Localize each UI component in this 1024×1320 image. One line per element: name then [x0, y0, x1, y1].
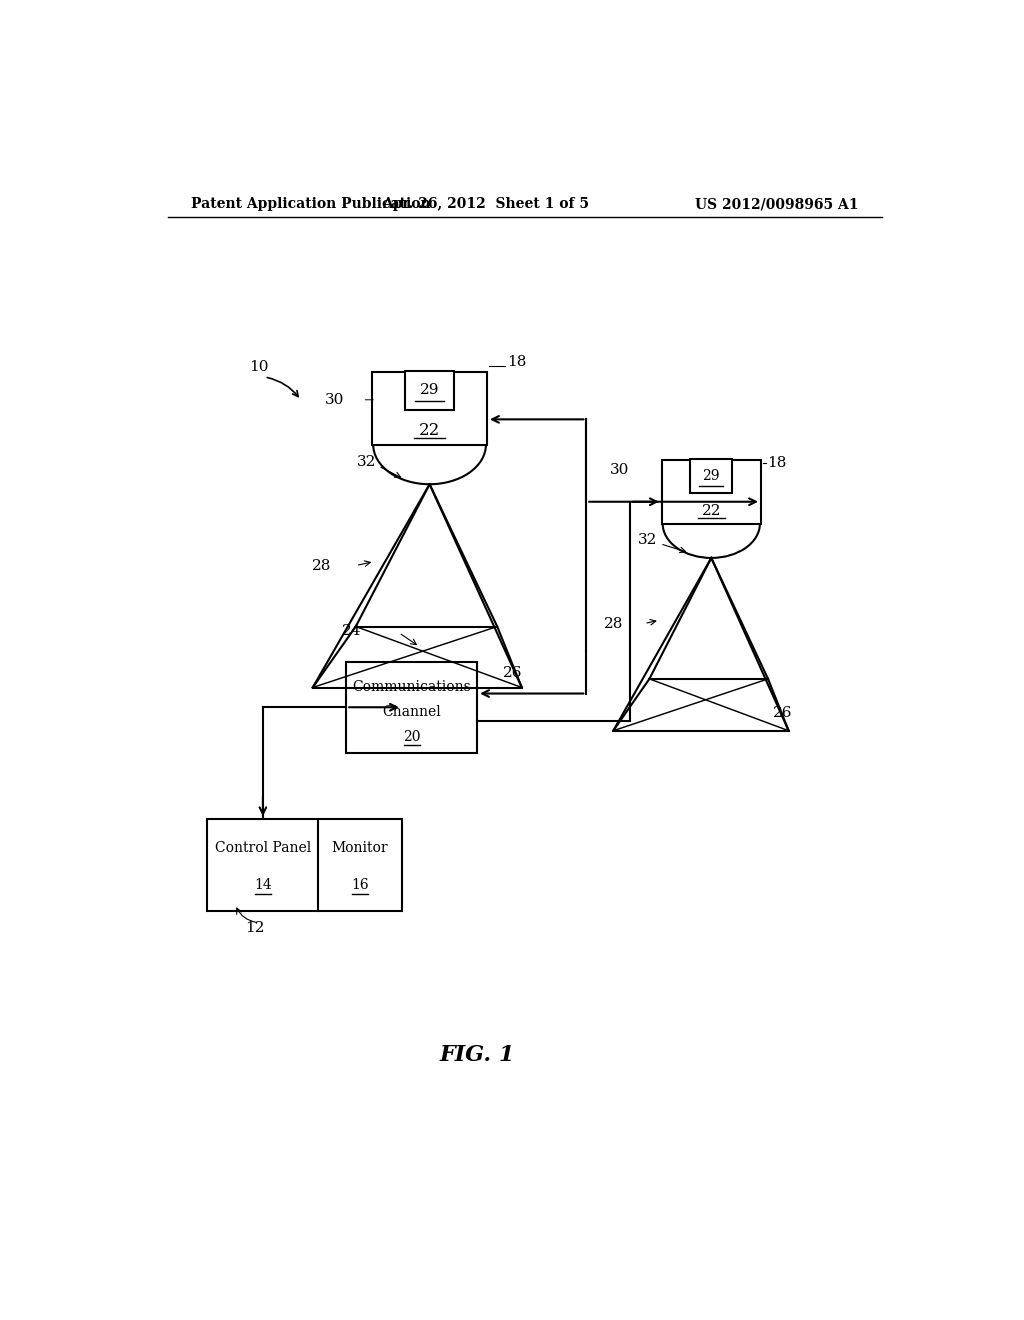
Text: 12: 12: [246, 921, 265, 935]
Text: Apr. 26, 2012  Sheet 1 of 5: Apr. 26, 2012 Sheet 1 of 5: [382, 197, 589, 211]
FancyBboxPatch shape: [207, 818, 401, 911]
Text: 29: 29: [420, 383, 439, 397]
Text: 14: 14: [254, 878, 271, 892]
Text: FIG. 1: FIG. 1: [439, 1044, 515, 1065]
FancyBboxPatch shape: [406, 371, 454, 409]
Text: 30: 30: [610, 463, 630, 477]
Text: 18: 18: [767, 457, 786, 470]
FancyBboxPatch shape: [690, 459, 732, 494]
Text: 30: 30: [325, 393, 344, 407]
Text: 26: 26: [773, 706, 793, 721]
Text: 28: 28: [604, 616, 624, 631]
Text: US 2012/0098965 A1: US 2012/0098965 A1: [694, 197, 858, 211]
Text: Channel: Channel: [382, 705, 441, 719]
Text: 18: 18: [507, 355, 526, 368]
FancyBboxPatch shape: [372, 372, 487, 445]
FancyBboxPatch shape: [662, 461, 761, 524]
Text: 22: 22: [419, 422, 440, 440]
Text: 26: 26: [504, 667, 523, 680]
Text: 20: 20: [403, 730, 421, 743]
Text: 29: 29: [702, 470, 720, 483]
Text: Patent Application Publication: Patent Application Publication: [191, 197, 431, 211]
Text: 10: 10: [249, 360, 268, 374]
Text: Control Panel: Control Panel: [215, 841, 311, 855]
Text: 28: 28: [311, 558, 331, 573]
Text: Communications: Communications: [352, 680, 471, 694]
Text: Monitor: Monitor: [332, 841, 388, 855]
FancyBboxPatch shape: [346, 661, 477, 752]
Text: 32: 32: [638, 533, 657, 546]
Text: 32: 32: [356, 455, 376, 469]
Text: 22: 22: [701, 504, 721, 519]
Text: 24: 24: [342, 623, 361, 638]
Text: 16: 16: [351, 878, 369, 892]
